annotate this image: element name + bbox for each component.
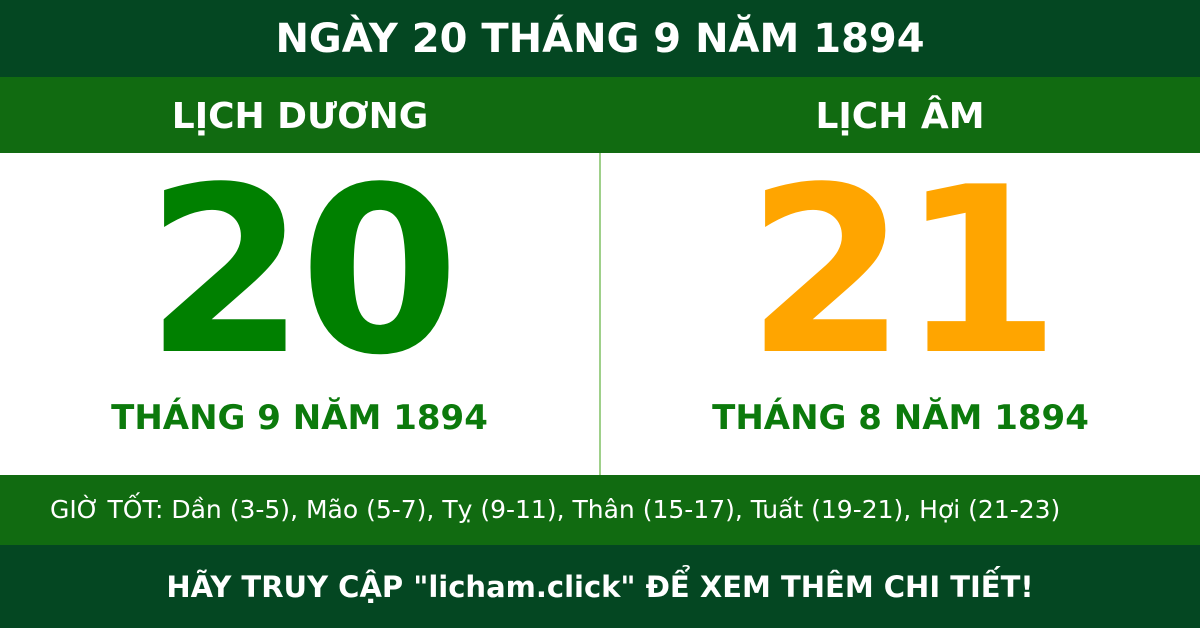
solar-panel: 20 THÁNG 9 NĂM 1894 — [0, 153, 599, 475]
solar-day: 20 — [145, 139, 459, 406]
divider — [599, 153, 601, 475]
lunar-label: LỊCH ÂM — [815, 96, 985, 137]
solar-month-year: THÁNG 9 NĂM 1894 — [111, 398, 488, 438]
footer-cta: HÃY TRUY CẬP "licham.click" ĐỂ XEM THÊM … — [0, 545, 1200, 628]
lunar-day: 21 — [746, 139, 1060, 406]
page-title: NGÀY 20 THÁNG 9 NĂM 1894 — [0, 0, 1200, 77]
lunar-month-year: THÁNG 8 NĂM 1894 — [712, 398, 1089, 438]
lunar-panel: 21 THÁNG 8 NĂM 1894 — [601, 153, 1200, 475]
calendar-header: LỊCH DƯƠNG LỊCH ÂM — [0, 77, 1200, 153]
solar-label: LỊCH DƯƠNG — [171, 96, 429, 137]
good-hours: GIỜ TỐT: Dần (3-5), Mão (5-7), Tỵ (9-11)… — [0, 475, 1200, 545]
